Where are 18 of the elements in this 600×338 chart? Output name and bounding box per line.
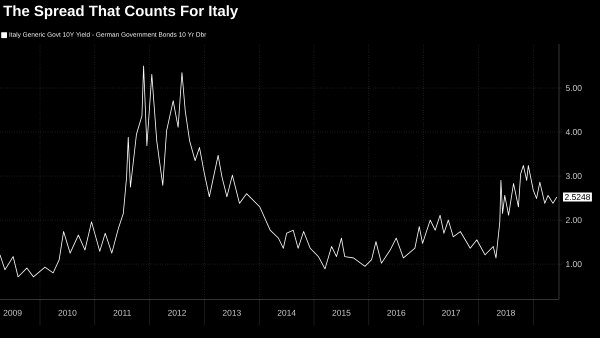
x-tick-label: 2010	[58, 310, 76, 316]
y-tick-label: 2.00	[566, 217, 582, 224]
x-tick-label: 2018	[496, 310, 515, 316]
y-tick-label: 5.00	[566, 85, 582, 92]
x-tick-label: 2013	[222, 310, 241, 316]
x-tick-label: 2009	[4, 310, 22, 316]
x-tick-label: 2011	[114, 310, 131, 316]
y-tick-label: 3.00	[566, 173, 582, 180]
x-tick-label: 2016	[387, 310, 406, 316]
line-series	[0, 66, 558, 278]
x-tick-label: 2014	[278, 310, 296, 316]
annotation: 2.5248	[564, 194, 590, 200]
x-tick-label: 2017	[442, 310, 460, 316]
chart-title: The Spread That Counts For Italy	[3, 5, 238, 20]
y-tick-label: 4.00	[566, 129, 582, 136]
x-tick-label: 2012	[168, 310, 186, 316]
y-tick-label: 1.00	[566, 261, 582, 268]
x-tick-label: 2015	[332, 310, 350, 316]
